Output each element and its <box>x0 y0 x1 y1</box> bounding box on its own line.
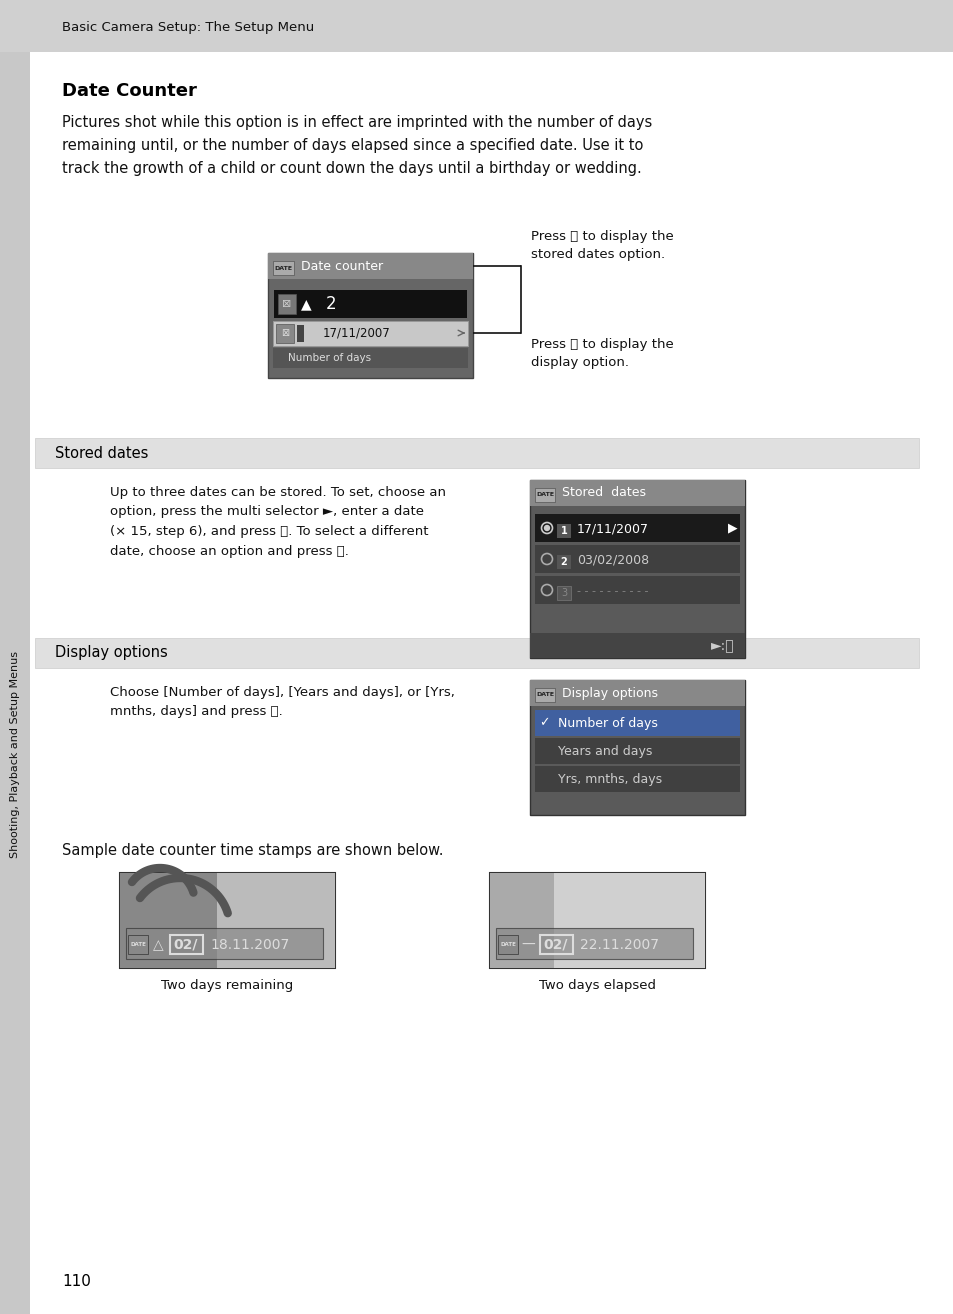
Text: Number of days: Number of days <box>288 353 371 363</box>
Text: Number of days: Number of days <box>558 716 658 729</box>
Text: DATE: DATE <box>536 692 554 698</box>
Text: 1: 1 <box>560 526 567 536</box>
Text: ✓: ✓ <box>538 716 549 729</box>
Bar <box>535 545 740 573</box>
Text: ⊠: ⊠ <box>282 300 292 309</box>
Bar <box>557 555 571 569</box>
Text: Basic Camera Setup: The Setup Menu: Basic Camera Setup: The Setup Menu <box>62 21 314 34</box>
Bar <box>35 639 918 668</box>
Text: DATE: DATE <box>536 493 554 498</box>
Bar <box>490 872 554 968</box>
Bar <box>120 872 216 968</box>
Text: 17/11/2007: 17/11/2007 <box>577 523 648 536</box>
Text: Yrs, mnths, days: Yrs, mnths, days <box>558 773 661 786</box>
Text: Date counter: Date counter <box>301 259 383 272</box>
Bar <box>126 928 323 959</box>
Text: Press ⒪ to display the
stored dates option.: Press ⒪ to display the stored dates opti… <box>531 230 673 261</box>
Bar <box>535 710 740 736</box>
Text: Pictures shot while this option is in effect are imprinted with the number of da: Pictures shot while this option is in ef… <box>62 116 652 176</box>
Text: Date Counter: Date Counter <box>62 81 196 100</box>
Bar <box>273 348 468 368</box>
Bar <box>0 0 953 53</box>
Text: DATE: DATE <box>274 265 292 271</box>
Bar <box>128 936 148 954</box>
Bar <box>535 487 555 502</box>
Bar <box>120 872 335 968</box>
Text: 110: 110 <box>62 1275 91 1289</box>
Text: ►:ⓨ: ►:ⓨ <box>711 639 734 653</box>
Text: Two days elapsed: Two days elapsed <box>538 979 656 992</box>
Bar <box>530 681 744 815</box>
Text: - - - - - - - - - -: - - - - - - - - - - <box>577 586 648 597</box>
Text: 3: 3 <box>560 587 566 598</box>
Text: DATE: DATE <box>130 942 146 947</box>
Text: Years and days: Years and days <box>558 745 652 757</box>
Text: Sample date counter time stamps are shown below.: Sample date counter time stamps are show… <box>62 844 443 858</box>
Text: —: — <box>520 938 535 953</box>
Bar <box>557 524 571 537</box>
Bar <box>273 261 294 275</box>
Text: △: △ <box>152 938 163 953</box>
Bar <box>273 321 468 346</box>
Bar <box>535 576 740 604</box>
Bar <box>170 936 203 954</box>
Bar <box>530 480 744 658</box>
Text: Stored  dates: Stored dates <box>561 486 645 499</box>
Text: 22.11.2007: 22.11.2007 <box>579 938 659 953</box>
Bar <box>530 681 744 706</box>
Bar <box>268 254 473 279</box>
Text: Press ⒪ to display the
display option.: Press ⒪ to display the display option. <box>531 338 673 369</box>
Text: Display options: Display options <box>55 645 168 661</box>
Bar <box>554 872 704 968</box>
Bar <box>535 514 740 541</box>
Text: ⊠: ⊠ <box>280 328 289 338</box>
Text: 02/: 02/ <box>173 938 198 953</box>
Text: 02/: 02/ <box>543 938 568 953</box>
Bar <box>490 872 704 968</box>
Bar <box>0 53 30 1314</box>
Text: DATE: DATE <box>499 942 516 947</box>
Text: ▶: ▶ <box>727 522 737 535</box>
Text: ▲: ▲ <box>300 297 311 311</box>
Bar <box>535 766 740 792</box>
Bar <box>557 586 571 600</box>
Text: 17/11/2007: 17/11/2007 <box>323 326 391 339</box>
Bar <box>275 325 294 343</box>
Text: 18.11.2007: 18.11.2007 <box>210 938 289 953</box>
Text: Two days remaining: Two days remaining <box>161 979 294 992</box>
Text: 03/02/2008: 03/02/2008 <box>577 553 648 566</box>
Text: Display options: Display options <box>561 686 658 699</box>
Bar <box>530 633 744 658</box>
Text: Choose [Number of days], [Years and days], or [Yrs,
mnths, days] and press ⒪.: Choose [Number of days], [Years and days… <box>110 686 455 719</box>
Bar <box>216 872 335 968</box>
Bar <box>277 294 295 314</box>
Text: Stored dates: Stored dates <box>55 445 149 460</box>
Bar <box>296 325 304 342</box>
Text: 2: 2 <box>326 296 336 313</box>
Bar <box>496 928 692 959</box>
Bar <box>539 936 573 954</box>
Bar <box>35 438 918 468</box>
Bar <box>497 936 517 954</box>
Bar <box>530 480 744 506</box>
Text: Shooting, Playback and Setup Menus: Shooting, Playback and Setup Menus <box>10 650 20 858</box>
Circle shape <box>544 526 549 531</box>
Text: 2: 2 <box>560 557 567 568</box>
Bar <box>274 290 467 318</box>
Text: Up to three dates can be stored. To set, choose an
option, press the multi selec: Up to three dates can be stored. To set,… <box>110 486 446 557</box>
Bar <box>535 689 555 702</box>
Bar <box>268 254 473 378</box>
Bar <box>535 738 740 763</box>
